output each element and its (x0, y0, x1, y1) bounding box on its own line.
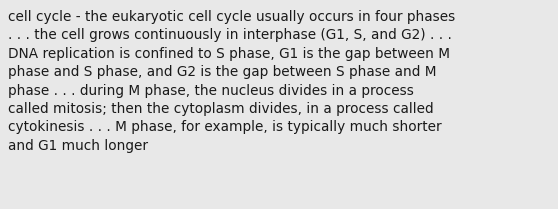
Text: cytokinesis . . . M phase, for example, is typically much shorter: cytokinesis . . . M phase, for example, … (8, 120, 441, 134)
Text: phase . . . during M phase, the nucleus divides in a process: phase . . . during M phase, the nucleus … (8, 84, 414, 98)
Text: . . . the cell grows continuously in interphase (G1, S, and G2) . . .: . . . the cell grows continuously in int… (8, 28, 452, 42)
Text: and G1 much longer: and G1 much longer (8, 139, 148, 153)
Text: cell cycle - the eukaryotic cell cycle usually occurs in four phases: cell cycle - the eukaryotic cell cycle u… (8, 10, 455, 24)
Text: DNA replication is confined to S phase, G1 is the gap between M: DNA replication is confined to S phase, … (8, 47, 450, 61)
Text: called mitosis; then the cytoplasm divides, in a process called: called mitosis; then the cytoplasm divid… (8, 102, 434, 116)
Text: phase and S phase, and G2 is the gap between S phase and M: phase and S phase, and G2 is the gap bet… (8, 65, 436, 79)
